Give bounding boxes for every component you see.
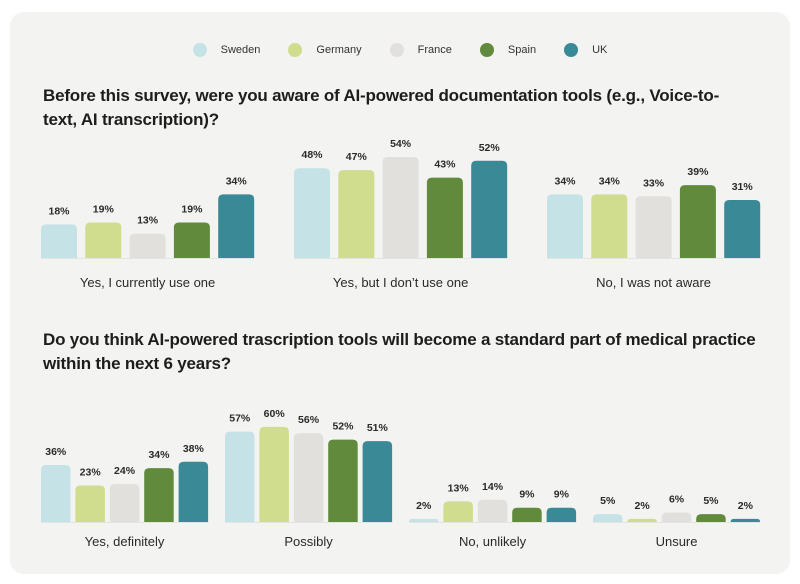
bar-yes-definitely-france [109, 483, 140, 522]
bar-no-i-was-not-aware-france [635, 196, 672, 258]
bar-label-possibly-spain: 52% [332, 421, 354, 433]
bar-label-yes-but-i-don-t-use-one-spain: 43% [434, 159, 456, 171]
bar-yes-definitely-germany [75, 485, 105, 522]
bar-label-no-unlikely-sweden: 2% [416, 500, 432, 512]
bar-possibly-sweden [225, 431, 255, 522]
bar-label-no-unlikely-france: 14% [482, 481, 504, 493]
bar-no-unlikely-germany [443, 501, 473, 522]
bar-yes-but-i-don-t-use-one-spain [426, 177, 463, 258]
bar-label-possibly-germany: 60% [264, 408, 286, 420]
bar-label-possibly-france: 56% [298, 414, 320, 426]
bar-no-i-was-not-aware-uk [724, 200, 761, 258]
bar-possibly-germany [259, 426, 289, 522]
bar-label-no-i-was-not-aware-spain: 39% [687, 166, 709, 178]
bar-label-unsure-france: 6% [669, 493, 685, 505]
bar-yes-definitely-spain [144, 468, 174, 522]
bar-label-no-unlikely-spain: 9% [519, 489, 535, 501]
bar-no-unlikely-uk [546, 507, 577, 522]
bar-label-unsure-spain: 5% [703, 495, 719, 507]
bar-label-unsure-sweden: 5% [600, 495, 616, 507]
bar-unsure-france [661, 512, 692, 522]
legend-item-france: France [389, 43, 452, 57]
bar-yes-i-currently-use-one-france [129, 233, 166, 258]
bar-label-yes-i-currently-use-one-uk: 34% [226, 175, 248, 187]
chart-card [10, 12, 790, 574]
bar-possibly-uk [362, 441, 393, 522]
legend-swatch-uk [564, 43, 579, 57]
chart-1-title: Before this survey, were you aware of AI… [43, 86, 720, 129]
legend-label-france: France [417, 44, 452, 56]
bar-label-yes-definitely-uk: 38% [183, 443, 205, 455]
legend-swatch-spain [479, 43, 494, 57]
bar-label-possibly-sweden: 57% [229, 413, 251, 425]
bar-yes-i-currently-use-one-germany [85, 222, 122, 258]
bar-no-i-was-not-aware-spain [679, 185, 716, 258]
bar-unsure-uk [730, 518, 761, 522]
bar-no-i-was-not-aware-sweden [547, 194, 583, 258]
bar-label-no-i-was-not-aware-uk: 31% [732, 181, 754, 193]
bar-no-unlikely-france [477, 499, 508, 522]
bar-yes-i-currently-use-one-uk [218, 194, 255, 258]
category-label-yes-definitely: Yes, definitely [85, 534, 165, 549]
legend-item-spain: Spain [479, 43, 537, 57]
bar-label-yes-but-i-don-t-use-one-france: 54% [390, 138, 412, 150]
legend-swatch-sweden [192, 43, 207, 57]
bar-yes-i-currently-use-one-spain [173, 222, 210, 258]
bar-no-unlikely-sweden [409, 518, 439, 522]
bar-label-no-unlikely-uk: 9% [554, 489, 570, 501]
bar-unsure-spain [696, 514, 726, 522]
category-label-unsure: Unsure [656, 534, 698, 549]
legend: Sweden Germany France Spain UK [0, 43, 800, 57]
category-label-yes-i-currently-use-one: Yes, I currently use one [80, 275, 215, 290]
legend-item-sweden: Sweden [192, 43, 261, 57]
bar-unsure-germany [627, 518, 657, 522]
bar-label-no-i-was-not-aware-sweden: 34% [554, 175, 576, 187]
bar-label-yes-but-i-don-t-use-one-sweden: 48% [301, 149, 323, 161]
legend-label-germany: Germany [316, 44, 362, 56]
bar-label-yes-definitely-sweden: 36% [45, 446, 67, 458]
bar-yes-i-currently-use-one-sweden [41, 224, 77, 258]
bar-unsure-sweden [593, 514, 623, 522]
bar-no-i-was-not-aware-germany [591, 194, 628, 258]
chart-2-title: Do you think AI-powered trascription too… [43, 330, 756, 373]
bar-label-yes-i-currently-use-one-france: 13% [137, 215, 159, 227]
bar-yes-definitely-sweden [41, 464, 71, 522]
bar-label-yes-definitely-germany: 23% [80, 467, 102, 479]
bar-label-yes-but-i-don-t-use-one-germany: 47% [346, 151, 368, 163]
legend-label-spain: Spain [507, 44, 537, 56]
bar-yes-but-i-don-t-use-one-germany [338, 170, 375, 258]
bar-yes-but-i-don-t-use-one-uk [471, 160, 508, 258]
bar-label-yes-definitely-spain: 34% [148, 449, 170, 461]
category-label-possibly: Possibly [284, 534, 333, 549]
legend-label-sweden: Sweden [220, 44, 261, 56]
bar-label-no-i-was-not-aware-france: 33% [643, 177, 665, 189]
bar-label-possibly-uk: 51% [367, 422, 389, 434]
bar-label-yes-i-currently-use-one-germany: 19% [93, 203, 115, 215]
bar-possibly-spain [328, 439, 358, 522]
bar-yes-definitely-uk [178, 461, 209, 522]
bar-yes-but-i-don-t-use-one-sweden [294, 168, 330, 258]
bar-possibly-france [293, 433, 324, 522]
bar-label-yes-but-i-don-t-use-one-uk: 52% [479, 142, 501, 154]
category-label-no-unlikely: No, unlikely [459, 534, 527, 549]
bar-label-unsure-germany: 2% [635, 500, 651, 512]
category-label-yes-but-i-don-t-use-one: Yes, but I don’t use one [333, 275, 468, 290]
legend-item-germany: Germany [288, 43, 362, 57]
legend-label-uk: UK [592, 44, 608, 56]
bar-label-yes-i-currently-use-one-spain: 19% [181, 203, 203, 215]
bar-yes-but-i-don-t-use-one-france [382, 157, 419, 258]
bar-no-unlikely-spain [512, 507, 542, 522]
bar-label-yes-i-currently-use-one-sweden: 18% [48, 205, 70, 217]
legend-item-uk: UK [564, 43, 607, 57]
bar-label-yes-definitely-france: 24% [114, 465, 136, 477]
legend-swatch-france [389, 43, 404, 57]
bar-label-no-i-was-not-aware-germany: 34% [599, 175, 621, 187]
legend-swatch-germany [288, 43, 303, 57]
bar-label-no-unlikely-germany: 13% [448, 482, 470, 494]
category-label-no-i-was-not-aware: No, I was not aware [596, 275, 711, 290]
bar-label-unsure-uk: 2% [738, 500, 754, 512]
